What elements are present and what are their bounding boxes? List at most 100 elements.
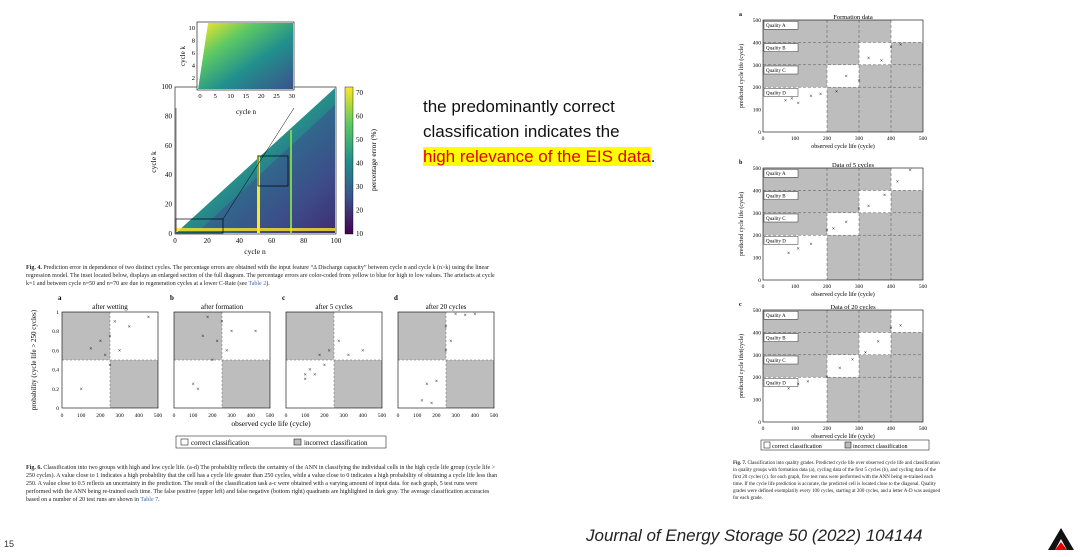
fig4-cbar-tick: 60 [356, 113, 364, 121]
fig6-xtick: 0 [61, 413, 64, 419]
fig7-panel-letter: a [739, 12, 742, 18]
fig7-point: × [889, 326, 892, 332]
fig7-quality-label: Quality D [766, 381, 786, 386]
fig4-inset-y-ticks: 2 4 6 8 10 [189, 25, 196, 82]
fig6-xtick: 0 [285, 413, 288, 419]
fig6-xtick: 400 [247, 413, 256, 419]
fig4-cbar-tick: 20 [356, 207, 364, 215]
fig7-point: × [896, 179, 899, 185]
fig4-cbar-tick: 40 [356, 160, 364, 168]
fig4-cbar-tick: 70 [356, 89, 364, 97]
fig7-xtick: 300 [855, 136, 864, 142]
fig7-point: × [909, 168, 912, 174]
fig6-point: × [230, 329, 233, 335]
fig7-quality-label: Quality B [766, 337, 786, 342]
fig6-xtick: 300 [227, 413, 236, 419]
fig6-point: × [454, 312, 457, 318]
fig4-cbar-tick: 30 [356, 183, 364, 191]
main-line-end: . [650, 147, 656, 166]
fig7-panel-c: c Data of 20 cycles Quality A Quality B Qual… [738, 302, 927, 440]
fig6-point: × [201, 334, 204, 340]
fig7-panel-letter: b [739, 160, 743, 166]
fig7-panel-letter: c [739, 302, 742, 308]
fig6-ytick: 0.2 [52, 387, 59, 393]
fig4-inset-ylabel: cycle k [179, 45, 187, 66]
fig7-quality-label: Quality B [766, 195, 786, 200]
fig6-point: × [220, 320, 223, 326]
fig7-quality-label: Quality C [766, 69, 786, 74]
fig6-point: × [113, 320, 116, 326]
fig7-point: × [809, 94, 812, 100]
fig6-xtick: 500 [266, 413, 275, 419]
fig7-quality-label: Quality D [766, 239, 786, 244]
fig4-colorbar-ticks: 10 20 30 40 50 60 70 [356, 89, 364, 238]
fig6-point: × [308, 368, 311, 374]
fig7-caption: Fig. 7. Classification into quality grad… [733, 461, 941, 501]
fig7-point: × [797, 247, 800, 253]
fig7-xtick: 500 [919, 284, 928, 290]
fig6-point: × [313, 372, 316, 378]
fig6-point: × [108, 334, 111, 340]
fig7-xtick: 0 [762, 426, 765, 432]
fig7-point: × [787, 386, 790, 392]
fig7-ytick: 500 [753, 18, 762, 24]
fig7-quality-label: Quality A [766, 314, 786, 319]
fig6-point: × [192, 382, 195, 388]
fig6-ylabel: probability (cycle life > 250 cycles) [30, 309, 38, 410]
fig4-xtick: 60 [268, 237, 276, 245]
fig7-point: × [851, 357, 854, 363]
fig7-panel-title: Data of 20 cycles [830, 304, 876, 311]
fig7-xtick: 200 [823, 136, 832, 142]
fig6-point: × [304, 372, 307, 378]
fig4-xtick: 100 [331, 237, 342, 245]
slide-number: 15 [4, 539, 15, 549]
fig6-xtick: 300 [115, 413, 124, 419]
fig7-ytick: 100 [753, 398, 762, 404]
fig7-ylabel: predicted cycle lifet(cycle) [738, 334, 745, 398]
fig6-point: × [216, 339, 219, 345]
fig4-y-ticks: 0 20 40 60 80 100 [162, 83, 173, 238]
fig7-ytick: 400 [753, 40, 762, 46]
fig7-panel-title: Formation data [833, 14, 873, 21]
fig7-xtick: 0 [762, 284, 765, 290]
fig6-point: × [147, 315, 150, 321]
fig7-xtick: 100 [791, 136, 800, 142]
fig7-xtick: 400 [887, 426, 896, 432]
fig7-ytick: 300 [753, 63, 762, 69]
fig6-caption: Fig. 6. Classification into two groups w… [26, 465, 498, 503]
fig6-panel-letter: d [394, 294, 398, 302]
fig7-ytick: 200 [753, 233, 762, 239]
fig6-point: × [323, 363, 326, 369]
fig6-legend-incorrect: incorrect classification [304, 439, 368, 447]
fig7-xtick: 200 [823, 426, 832, 432]
fig6-point: × [128, 324, 131, 330]
fig7-ytick: 400 [753, 330, 762, 336]
fig7-quality-label: Quality C [766, 359, 786, 364]
fig4-ytick: 60 [165, 142, 173, 150]
fig6-panel-title: after 20 cycles [426, 303, 467, 311]
fig7-xtick: 400 [887, 136, 896, 142]
fig7-ylabel: predicted cycle life (cycle) [738, 192, 745, 256]
fig4-ylabel: cycle k [149, 151, 158, 173]
fig7-legend: correct classification incorrect classifi… [760, 439, 930, 451]
fig6-xtick: 200 [320, 413, 329, 419]
fig6-xtick: 500 [490, 413, 499, 419]
fig7-point: × [845, 220, 848, 226]
fig7-point: × [877, 339, 880, 345]
fig7-point: × [790, 96, 793, 102]
fig7-panel-b: b Data of 5 cycles Quality A Quality B Quali… [738, 160, 927, 298]
fig7-point: × [857, 78, 860, 84]
highlighted-text: high relevance of the EIS data [423, 147, 651, 166]
fig6-xtick: 200 [208, 413, 217, 419]
fig7-point: × [809, 242, 812, 248]
fig7-ytick: 400 [753, 188, 762, 194]
fig6-xtick: 300 [339, 413, 348, 419]
main-line-2: classification indicates the [423, 122, 620, 141]
fig7-ytick: 100 [753, 108, 762, 114]
fig4-caption: Fig. 4. Prediction error in dependence o… [26, 265, 495, 287]
fig7-point: × [845, 74, 848, 80]
fig7-quality-plots: a Formation data Quality A Quality B Quality… [738, 12, 930, 451]
fig7-xtick: 400 [887, 284, 896, 290]
